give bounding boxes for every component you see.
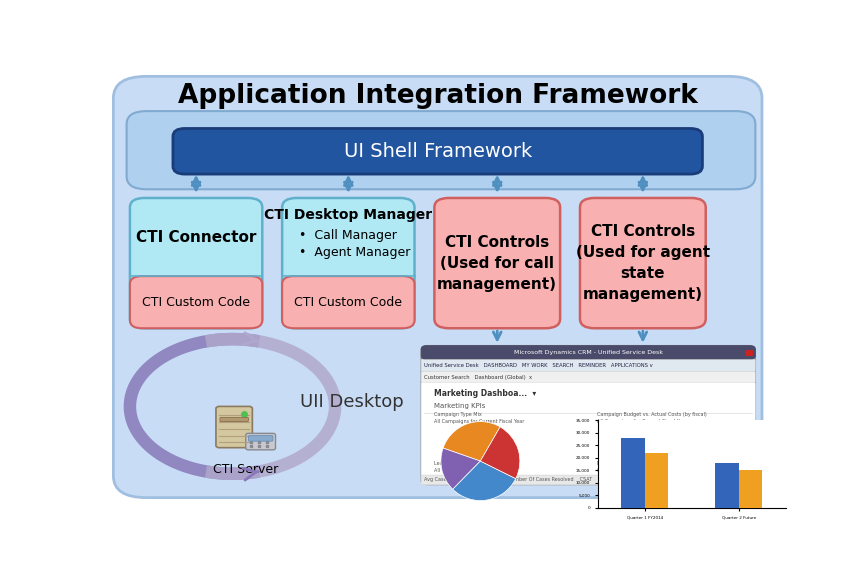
FancyBboxPatch shape [216, 407, 252, 448]
FancyBboxPatch shape [220, 417, 248, 422]
Text: Unified Service Desk   DASHBOARD   MY WORK   SEARCH   REMINDER   APPLICATIONS v: Unified Service Desk DASHBOARD MY WORK S… [424, 363, 653, 368]
Text: Microsoft Dynamics CRM - Unified Service Desk: Microsoft Dynamics CRM - Unified Service… [514, 350, 662, 355]
Text: UII Desktop: UII Desktop [299, 393, 403, 411]
Bar [738, 470, 761, 508]
Text: UI Shell Framework: UI Shell Framework [343, 142, 531, 161]
Wedge shape [480, 427, 519, 479]
Text: CTI Custom Code: CTI Custom Code [142, 296, 250, 309]
Text: Revenue Generated by Campaign
Created Opportunities in Current Fiscal Year: Revenue Generated by Campaign Created Op… [595, 461, 703, 473]
FancyBboxPatch shape [130, 276, 262, 328]
Bar [644, 453, 667, 508]
Text: •  Call Manager: • Call Manager [299, 229, 396, 242]
Text: CTI Controls
(Used for agent
state
management): CTI Controls (Used for agent state manag… [575, 224, 709, 302]
FancyBboxPatch shape [434, 198, 560, 328]
FancyBboxPatch shape [745, 350, 752, 356]
Text: CTI Connector: CTI Connector [136, 230, 256, 245]
Text: CTI Desktop Manager: CTI Desktop Manager [264, 208, 432, 222]
FancyBboxPatch shape [126, 111, 755, 190]
Bar [620, 438, 644, 508]
Text: Avg Case Resolution Time (Sec)    Number Of Cases Resolved    CSAT: Avg Case Resolution Time (Sec) Number Of… [424, 477, 592, 482]
FancyBboxPatch shape [248, 435, 273, 441]
FancyBboxPatch shape [130, 198, 262, 328]
FancyBboxPatch shape [172, 129, 702, 174]
Text: Application Integration Framework: Application Integration Framework [177, 83, 697, 109]
FancyBboxPatch shape [281, 276, 414, 328]
Text: Customer Search   Dashboard (Global)  x: Customer Search Dashboard (Global) x [424, 374, 532, 380]
FancyBboxPatch shape [281, 198, 414, 328]
Text: Leads By Source Campaign
All Leads in Current Fiscal Year: Leads By Source Campaign All Leads in Cu… [434, 461, 508, 473]
Wedge shape [440, 448, 480, 490]
Wedge shape [452, 461, 515, 500]
Text: •  Agent Manager: • Agent Manager [299, 246, 409, 259]
FancyBboxPatch shape [421, 372, 755, 382]
FancyBboxPatch shape [421, 359, 755, 372]
Text: CTI Controls
(Used for call
management): CTI Controls (Used for call management) [437, 235, 557, 292]
Wedge shape [443, 422, 500, 461]
Text: CTI Server: CTI Server [213, 463, 278, 476]
Text: Marketing Dashboa...  ▾: Marketing Dashboa... ▾ [434, 389, 536, 398]
FancyBboxPatch shape [113, 76, 761, 497]
FancyBboxPatch shape [421, 475, 755, 484]
Text: Campaign Type Mix
All Campaigns for Current Fiscal Year: Campaign Type Mix All Campaigns for Curr… [434, 412, 524, 424]
FancyBboxPatch shape [421, 346, 755, 484]
Text: CTI Custom Code: CTI Custom Code [294, 296, 402, 309]
FancyBboxPatch shape [421, 346, 755, 359]
FancyBboxPatch shape [246, 433, 276, 450]
Text: Campaign Budget vs. Actual Costs (by fiscal)
All Campaigns for Current Fiscal Ye: Campaign Budget vs. Actual Costs (by fis… [595, 412, 705, 424]
FancyBboxPatch shape [579, 198, 705, 328]
Text: Marketing KPIs: Marketing KPIs [434, 403, 485, 409]
Bar [715, 462, 738, 508]
FancyBboxPatch shape [421, 382, 755, 484]
